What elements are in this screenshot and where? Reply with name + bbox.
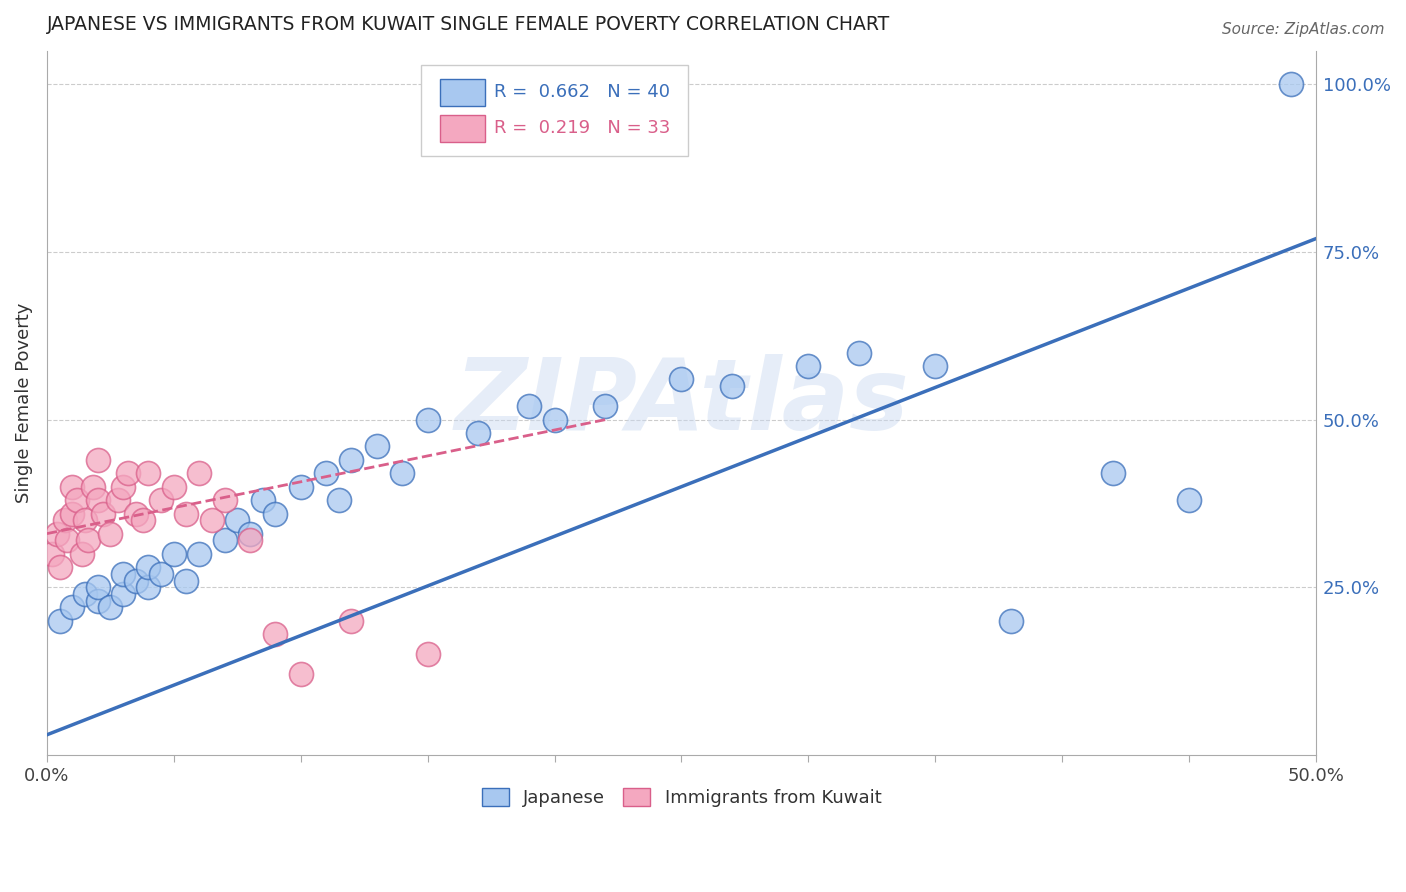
Point <box>290 667 312 681</box>
Point <box>391 467 413 481</box>
Point <box>214 493 236 508</box>
Point <box>82 480 104 494</box>
Point <box>98 526 121 541</box>
Point <box>53 513 76 527</box>
Point <box>176 574 198 588</box>
Point <box>60 600 83 615</box>
Point <box>924 359 946 373</box>
Point <box>112 587 135 601</box>
Point <box>163 480 186 494</box>
Point <box>290 480 312 494</box>
Point <box>848 345 870 359</box>
Point <box>252 493 274 508</box>
Point <box>41 547 63 561</box>
Point <box>138 560 160 574</box>
Point <box>340 453 363 467</box>
Bar <box>440 115 485 142</box>
Point <box>543 412 565 426</box>
Text: JAPANESE VS IMMIGRANTS FROM KUWAIT SINGLE FEMALE POVERTY CORRELATION CHART: JAPANESE VS IMMIGRANTS FROM KUWAIT SINGL… <box>46 15 890 34</box>
Point <box>73 513 96 527</box>
Point <box>125 507 148 521</box>
Point <box>107 493 129 508</box>
Point <box>150 566 173 581</box>
Point <box>150 493 173 508</box>
Point <box>201 513 224 527</box>
Point <box>98 600 121 615</box>
Point <box>163 547 186 561</box>
Point <box>86 493 108 508</box>
Point <box>86 593 108 607</box>
Text: Source: ZipAtlas.com: Source: ZipAtlas.com <box>1222 22 1385 37</box>
Point <box>56 533 79 548</box>
Point <box>214 533 236 548</box>
Point <box>176 507 198 521</box>
Point <box>91 507 114 521</box>
Point <box>48 614 70 628</box>
Point <box>1178 493 1201 508</box>
Point <box>125 574 148 588</box>
Text: R =  0.219   N = 33: R = 0.219 N = 33 <box>494 120 671 137</box>
Point <box>60 480 83 494</box>
Point <box>1102 467 1125 481</box>
Point <box>315 467 337 481</box>
FancyBboxPatch shape <box>422 65 688 156</box>
Point <box>72 547 94 561</box>
Text: R =  0.662   N = 40: R = 0.662 N = 40 <box>494 83 669 102</box>
Y-axis label: Single Female Poverty: Single Female Poverty <box>15 302 32 503</box>
Point <box>328 493 350 508</box>
Point <box>416 648 439 662</box>
Point <box>188 467 211 481</box>
Text: ZIPAtlas: ZIPAtlas <box>454 354 908 451</box>
Bar <box>440 79 485 106</box>
Point <box>112 480 135 494</box>
Point <box>366 440 388 454</box>
Point <box>112 566 135 581</box>
Point <box>595 399 617 413</box>
Point <box>416 412 439 426</box>
Point <box>264 627 287 641</box>
Point <box>517 399 540 413</box>
Point <box>138 580 160 594</box>
Point <box>48 560 70 574</box>
Point <box>86 453 108 467</box>
Point <box>797 359 820 373</box>
Point <box>46 526 69 541</box>
Point <box>226 513 249 527</box>
Legend: Japanese, Immigrants from Kuwait: Japanese, Immigrants from Kuwait <box>472 779 890 816</box>
Point <box>60 507 83 521</box>
Point <box>721 379 744 393</box>
Point <box>1000 614 1022 628</box>
Point <box>264 507 287 521</box>
Point <box>132 513 155 527</box>
Point <box>117 467 139 481</box>
Point <box>138 467 160 481</box>
Point <box>671 372 693 386</box>
Point <box>76 533 98 548</box>
Point <box>66 493 89 508</box>
Point <box>86 580 108 594</box>
Point <box>467 425 489 440</box>
Point <box>239 526 262 541</box>
Point <box>73 587 96 601</box>
Point <box>340 614 363 628</box>
Point <box>1279 78 1302 92</box>
Point <box>239 533 262 548</box>
Point <box>188 547 211 561</box>
